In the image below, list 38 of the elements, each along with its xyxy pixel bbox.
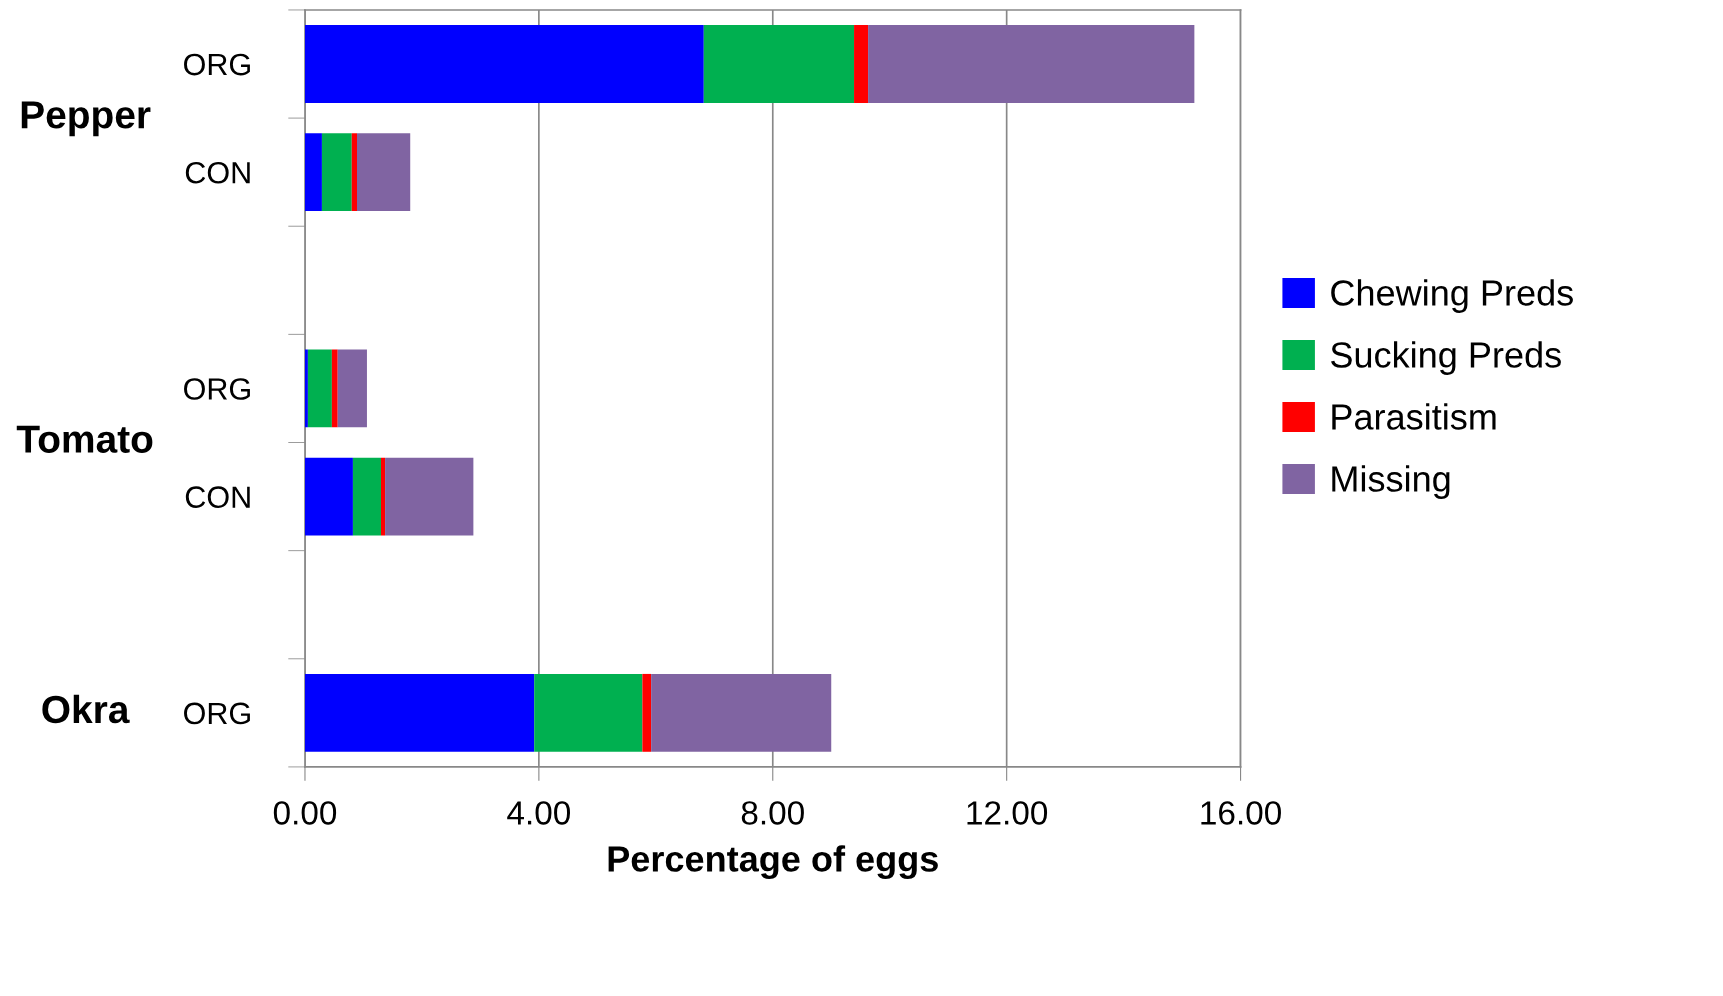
legend-label: Sucking Preds — [1331, 341, 1561, 375]
bar — [304, 133, 322, 212]
bar — [351, 133, 358, 212]
y-tick-label: ORG — [184, 53, 250, 76]
text: Pepper — [21, 101, 151, 137]
bar — [854, 25, 869, 103]
bar — [534, 673, 643, 752]
bar — [868, 25, 1195, 103]
bar — [337, 349, 367, 428]
bar — [304, 25, 704, 103]
legend-label: Missing — [1332, 465, 1450, 499]
x-axis-title: Percentage of eggs — [608, 845, 938, 880]
bar — [385, 457, 474, 536]
bar — [304, 457, 353, 536]
y-tick-label: ORG — [184, 702, 250, 725]
x-tick-label: 0.00 — [273, 801, 337, 825]
text: Tomato — [16, 425, 153, 453]
bar — [321, 133, 352, 212]
bar — [380, 457, 386, 536]
bar — [357, 133, 411, 212]
x-tick-label: 12.00 — [967, 801, 1048, 825]
bar — [703, 25, 855, 103]
y-tick-label: ORG — [184, 378, 250, 400]
bar — [642, 673, 652, 752]
legend-label: Parasitism — [1332, 403, 1496, 430]
bar — [352, 457, 381, 536]
y-tick-label: CON — [185, 161, 250, 184]
bar — [307, 349, 332, 428]
x-tick-label: 16.00 — [1201, 801, 1281, 825]
bar — [304, 673, 535, 752]
bar — [304, 349, 308, 428]
x-tick-label: 4.00 — [507, 801, 571, 825]
text: Okra — [42, 694, 130, 724]
legend-label: Chewing Preds — [1331, 279, 1573, 313]
bar — [651, 673, 832, 752]
bar — [331, 349, 338, 428]
x-tick-label: 8.00 — [741, 801, 804, 825]
y-tick-label: CON — [185, 486, 250, 508]
